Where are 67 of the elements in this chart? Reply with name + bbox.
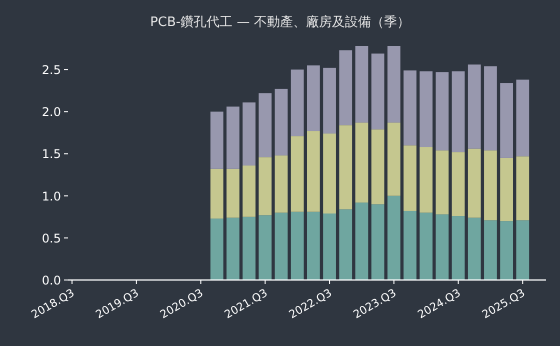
bar [226, 106, 240, 169]
bar [355, 202, 368, 280]
bar [371, 204, 384, 280]
bar [290, 136, 304, 212]
bar [404, 210, 416, 280]
bar [307, 212, 320, 280]
y-tick-label: 2.0 [42, 105, 61, 120]
bar [355, 46, 368, 123]
bar [290, 212, 304, 280]
bar [516, 156, 530, 220]
bar [484, 150, 497, 220]
y-tick-label: 0.0 [42, 274, 61, 288]
bar [323, 68, 336, 134]
chart-title: PCB-鑽孔代工 — 不動產、廠房及設備（季） [150, 14, 410, 30]
bar [290, 70, 304, 136]
bar [452, 152, 465, 216]
bar [339, 209, 352, 280]
bar [404, 70, 416, 146]
bar [226, 218, 240, 280]
bar [516, 220, 530, 280]
bar [355, 122, 368, 203]
bar [404, 145, 416, 211]
bar [468, 64, 481, 149]
bar [258, 215, 272, 280]
bar [371, 54, 384, 130]
bar [387, 196, 400, 280]
bar [452, 216, 465, 280]
bar [468, 148, 481, 218]
bar [210, 168, 224, 219]
bar [258, 93, 272, 158]
bar [323, 214, 336, 280]
bar [420, 147, 433, 213]
bar [307, 65, 320, 132]
bar [452, 71, 465, 152]
bar [323, 134, 336, 214]
bar [274, 155, 288, 213]
bar [500, 221, 514, 280]
bar [242, 102, 256, 166]
bar [242, 216, 256, 280]
bar [307, 131, 320, 212]
bar [371, 129, 384, 204]
bar [420, 71, 433, 148]
bar [274, 212, 288, 280]
bar [436, 150, 449, 214]
bar [436, 214, 449, 280]
bar [274, 88, 288, 156]
bar [387, 122, 400, 196]
bar [500, 83, 514, 158]
bar [468, 218, 481, 280]
y-tick-label: 1.0 [42, 189, 61, 204]
bar [210, 218, 224, 280]
y-tick-label: 0.5 [42, 231, 61, 246]
bar [258, 157, 272, 216]
y-tick-label: 2.5 [42, 63, 61, 78]
bar [339, 50, 352, 126]
bar [339, 125, 352, 210]
bar [420, 212, 433, 280]
bar [516, 80, 530, 156]
bar [484, 66, 497, 150]
bar [242, 166, 256, 217]
bar [500, 158, 514, 222]
bar [436, 72, 449, 150]
bar [387, 46, 400, 123]
bar [226, 168, 240, 218]
bar [210, 112, 224, 169]
y-tick-label: 1.5 [42, 147, 61, 162]
bar [484, 220, 497, 280]
